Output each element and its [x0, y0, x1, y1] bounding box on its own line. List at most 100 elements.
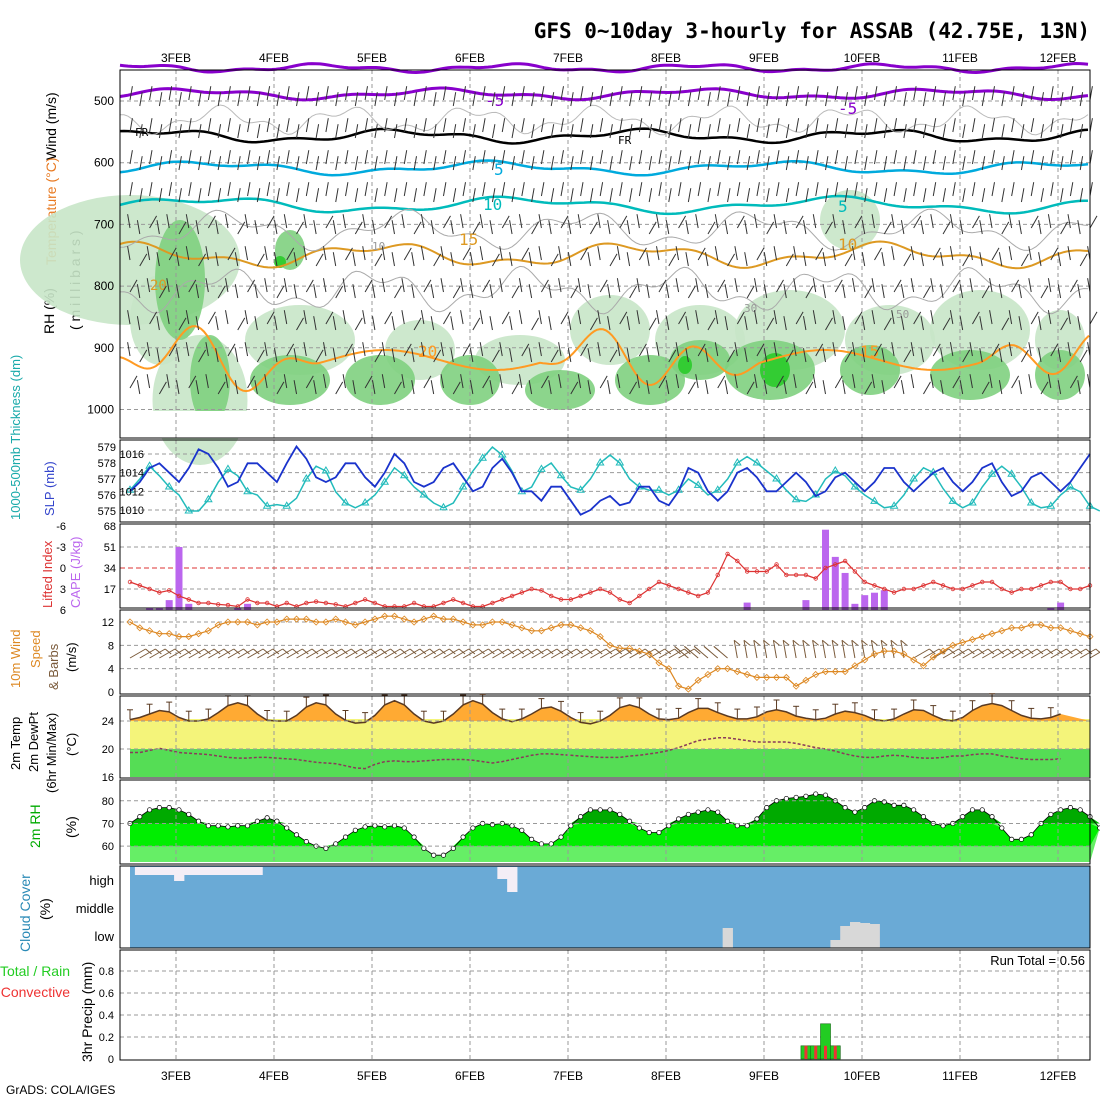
upper-wind-barb: [227, 86, 231, 101]
upper-wind-barb: [127, 246, 131, 261]
wind-barb: [541, 648, 558, 659]
upper-wind-barb: [195, 316, 200, 331]
upper-wind-barb: [822, 348, 827, 363]
upper-wind-barb: [903, 92, 907, 107]
upper-wind-barb: [959, 380, 964, 395]
upper-wind-barb: [736, 86, 741, 101]
upper-wind-barb: [756, 182, 760, 197]
upper-wind-barb: [1040, 188, 1044, 203]
upper-wind-barb: [489, 380, 493, 395]
wind-speed-marker: [400, 615, 408, 623]
upper-wind-barb: [384, 150, 388, 165]
wind-speed-marker: [733, 668, 741, 676]
upper-wind-barb: [619, 118, 623, 133]
upper-wind-barb: [342, 278, 347, 293]
upper-wind-barb: [345, 150, 349, 165]
upper-wind-barb: [264, 278, 268, 293]
wind-speed-marker: [430, 612, 438, 620]
upper-wind-barb: [697, 86, 702, 101]
thickness-y-tick: 579: [98, 442, 116, 454]
upper-wind-barb: [864, 156, 868, 171]
upper-wind-barb: [825, 317, 833, 331]
wind-barb: [325, 648, 342, 659]
upper-wind-barb: [587, 380, 591, 395]
wind-barb-flag: [321, 648, 329, 655]
cloud-high-bar: [252, 867, 263, 875]
chart-marks: 3FEB 4FEB 5FEB 6FEB 7FEB 8FEB 9FEB 10FEB 11FEB 12…: [20, 51, 1100, 1083]
lifted-index-marker: [637, 593, 642, 599]
wind-speed-marker: [498, 618, 506, 626]
upper-wind-barb: [707, 156, 711, 171]
upper-wind-barb: [795, 118, 800, 133]
rh-marker: [235, 823, 241, 829]
wind-barb-flag: [488, 648, 495, 655]
wind-barb-flag: [743, 639, 751, 646]
lifted-index-marker: [206, 600, 211, 606]
rh-marker: [744, 823, 750, 829]
upper-wind-barb: [472, 188, 476, 203]
slp-y-tick: 1014: [120, 468, 144, 480]
lifted-index-marker: [1058, 579, 1063, 585]
upper-wind-barb: [873, 118, 878, 133]
upper-wind-barb: [345, 118, 349, 133]
upper-wind-barb: [254, 380, 258, 395]
wind-barb-flag: [497, 648, 505, 655]
upper-wind-barb: [1011, 182, 1015, 197]
upper-wind-barb: [724, 316, 729, 331]
upper-wind-barb: [335, 381, 344, 395]
upper-wind-barb: [746, 156, 751, 171]
rh-marker: [1067, 805, 1073, 811]
wind-barb-flag: [674, 648, 681, 655]
upper-wind-barb: [492, 349, 500, 363]
wind-speed-marker: [949, 641, 957, 649]
wind-speed-marker: [577, 624, 585, 632]
dewpoint-line: [130, 737, 1061, 770]
upper-wind-barb: [482, 182, 486, 197]
upper-wind-barb: [616, 246, 621, 261]
wind-barb: [580, 648, 597, 659]
wind-barb-flag: [468, 648, 476, 655]
upper-wind-barb: [629, 285, 638, 299]
upper-wind-barb: [499, 278, 503, 293]
upper-wind-barb: [372, 380, 376, 395]
lifted-index-marker: [333, 602, 338, 607]
wind-speed-marker: [488, 618, 497, 626]
upper-wind-barb: [763, 284, 768, 299]
upper-wind-barb: [472, 92, 476, 107]
wind-barb-flag: [997, 648, 1005, 655]
upper-wind-barb: [1028, 278, 1032, 293]
cape-bar: [831, 556, 839, 610]
upper-wind-barb: [648, 124, 653, 139]
wind-barb: [188, 648, 205, 659]
wind-speed-marker: [390, 612, 399, 620]
upper-wind-barb: [413, 221, 422, 235]
upper-wind-barb: [362, 214, 366, 229]
wind-barb: [1011, 648, 1028, 659]
wind-speed-marker: [626, 644, 634, 652]
lifted-index-marker: [509, 593, 515, 599]
rh-area-dark: [130, 794, 1100, 824]
date-bottom-label: 4FEB: [259, 1069, 289, 1083]
upper-wind-barb: [609, 156, 613, 171]
upper-wind-barb: [971, 118, 976, 133]
wind-barb-flag: [1066, 648, 1073, 655]
lifted-index-label: Lifted Index: [40, 540, 55, 608]
rh-marker: [431, 852, 437, 858]
upper-wind-barb: [247, 182, 251, 197]
upper-wind-barb: [345, 86, 349, 101]
lifted-index-marker: [891, 590, 897, 595]
upper-wind-barb: [609, 253, 618, 267]
upper-wind-barb: [511, 381, 520, 395]
wind-barb: [913, 648, 930, 659]
upper-wind-barb: [913, 118, 917, 133]
upper-wind-barb: [607, 284, 611, 299]
cloud-level-label: high: [89, 873, 114, 888]
upper-wind-barb: [244, 214, 249, 229]
cape-bar: [185, 603, 193, 610]
li-y-tick: 6: [60, 605, 66, 617]
wind-barb-flag: [145, 648, 152, 655]
wind-barb: [286, 648, 303, 659]
upper-wind-barb: [538, 214, 542, 229]
upper-wind-barb: [805, 381, 814, 395]
upper-wind-barb: [244, 246, 249, 261]
